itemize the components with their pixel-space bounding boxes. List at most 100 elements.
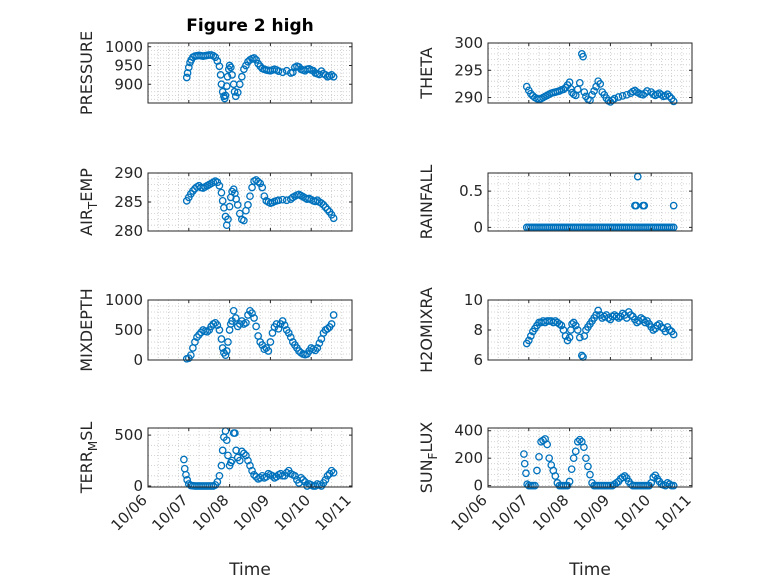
data-point (524, 336, 533, 345)
axes-box (147, 42, 353, 104)
data-point (256, 179, 265, 188)
data-point (221, 351, 230, 360)
data-point (571, 447, 580, 456)
data-point (329, 311, 338, 319)
data-point (669, 481, 678, 490)
data-point (288, 68, 297, 77)
data-point (189, 187, 197, 195)
data-point (641, 318, 649, 327)
data-point (266, 338, 275, 346)
data-point (669, 201, 678, 210)
y-axis-label: AIRTEMP (77, 168, 100, 236)
data-point (252, 322, 260, 331)
data-point (626, 311, 635, 319)
data-point (329, 72, 338, 81)
data-point (237, 447, 246, 456)
x-tick-label: 10/09 (230, 491, 273, 534)
data-point (252, 56, 260, 64)
data-point (211, 53, 220, 62)
series-markers (522, 306, 678, 361)
data-point (614, 314, 623, 322)
data-point (213, 321, 222, 330)
series-markers (180, 427, 338, 490)
data-point (182, 470, 190, 479)
data-point (633, 318, 641, 327)
y-axis-label: TERRMSL (77, 422, 100, 495)
data-point (584, 462, 592, 471)
y-tick-label: 290 (454, 89, 483, 107)
data-point (543, 440, 552, 449)
y-tick-label: 300 (454, 34, 483, 52)
data-point (555, 320, 564, 328)
data-point (559, 85, 568, 94)
y-tick-label: 500 (114, 321, 143, 339)
data-point (612, 312, 621, 321)
data-point (531, 481, 539, 490)
data-point (573, 85, 582, 94)
data-point (522, 82, 531, 91)
x-tick-label: 10/09 (570, 491, 613, 534)
x-tick-label: 10/10 (611, 491, 654, 534)
x-tick-label: 10/08 (189, 491, 232, 534)
data-point (223, 72, 232, 81)
data-point (319, 201, 328, 209)
data-point (329, 468, 338, 477)
data-point (614, 93, 623, 101)
y-tick-label: 950 (114, 57, 143, 75)
data-point (264, 347, 273, 355)
data-point (248, 309, 256, 318)
data-point (203, 327, 212, 336)
data-point (240, 65, 248, 74)
grid (487, 173, 693, 231)
data-point (284, 329, 293, 337)
data-point (526, 89, 535, 98)
data-point (573, 326, 582, 334)
series-markers (522, 50, 678, 106)
axes-box (487, 172, 693, 232)
x-tick-label: 10/11 (652, 491, 695, 534)
data-point (182, 73, 191, 82)
data-point (250, 54, 258, 62)
data-point (575, 78, 584, 87)
data-point (329, 214, 338, 223)
subplot-6: 6 8 10 H2OMIXRA (417, 287, 693, 373)
data-point (180, 455, 188, 464)
data-point (228, 71, 236, 79)
data-point (244, 311, 252, 319)
data-point (299, 476, 307, 484)
data-point (215, 471, 224, 480)
data-point (215, 181, 224, 190)
data-point (272, 320, 281, 328)
y-tick-label: 280 (114, 222, 143, 240)
data-point (222, 436, 231, 445)
data-point (186, 351, 195, 360)
data-point (643, 87, 651, 95)
data-point (573, 437, 582, 446)
data-point (218, 446, 227, 455)
data-point (222, 82, 231, 90)
y-tick-label: 1000 (105, 38, 143, 56)
y-axis-label: MIXDEPTH (77, 288, 96, 371)
data-point (240, 216, 248, 225)
y-tick-label: 0 (133, 477, 143, 495)
data-point (229, 306, 238, 315)
data-point (580, 88, 589, 96)
data-point (569, 454, 578, 463)
data-point (317, 199, 326, 208)
y-axis-label: SUNFLUX (417, 422, 440, 494)
data-point (313, 344, 322, 352)
data-point (604, 314, 613, 322)
data-point (278, 195, 287, 204)
data-point (639, 90, 647, 99)
data-point (323, 324, 332, 333)
series-markers (182, 306, 338, 363)
data-point (226, 63, 235, 72)
data-point (649, 326, 658, 334)
data-point (274, 324, 283, 333)
data-point (282, 196, 291, 205)
data-point (588, 90, 596, 99)
data-point (217, 335, 226, 343)
data-point (557, 321, 566, 330)
